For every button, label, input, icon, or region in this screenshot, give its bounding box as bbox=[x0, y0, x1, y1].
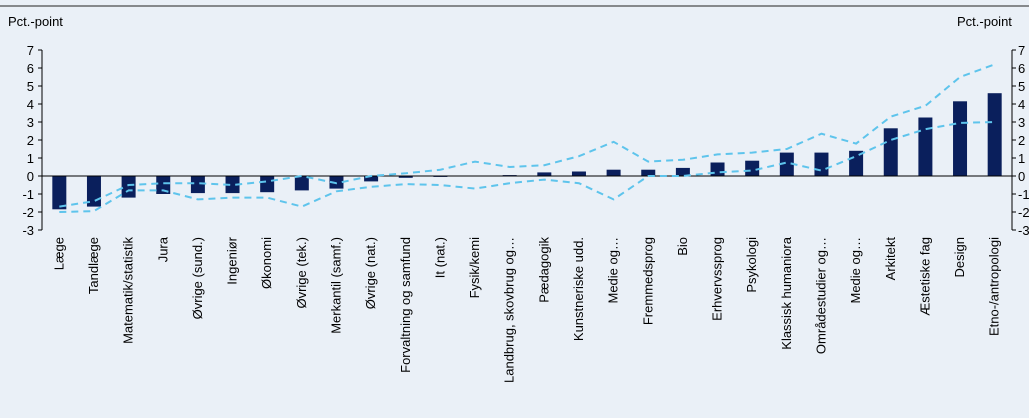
dashed-line-1 bbox=[59, 63, 996, 208]
dashed-lines bbox=[59, 63, 996, 213]
x-tick-label: Etno-/antropologi bbox=[987, 237, 1002, 336]
y-tick-left-label: 3 bbox=[27, 115, 34, 130]
y-tick-right-label: 4 bbox=[1018, 97, 1025, 112]
x-tick-label: Tandlæge bbox=[86, 237, 101, 294]
x-tick-label: Jura bbox=[155, 236, 170, 262]
y-tick-right-label: -2 bbox=[1018, 205, 1029, 220]
y-tick-left-label: 7 bbox=[27, 43, 34, 58]
x-tick-label: Fysik/kemi bbox=[467, 237, 482, 299]
x-tick-label: Læge bbox=[51, 237, 66, 270]
y-tick-right-label: 7 bbox=[1018, 43, 1025, 58]
x-tick-labels: Læge Tandlæge Matematik/statistik Jura Øvrig… bbox=[51, 236, 1001, 383]
bar bbox=[710, 162, 725, 176]
x-tick-label: Matematik/statistik bbox=[121, 237, 136, 344]
x-tick-label: Øvrige (tek.) bbox=[294, 237, 309, 309]
bar bbox=[225, 176, 240, 194]
y-tick-left-label: 0 bbox=[27, 169, 34, 184]
y-ticks-left: -3 -2 -1 0 1 2 3 4 5 6 7 bbox=[22, 43, 42, 238]
bar bbox=[260, 176, 275, 193]
y-tick-left-label: -2 bbox=[22, 205, 34, 220]
y-tick-right-label: -3 bbox=[1018, 223, 1029, 238]
x-tick-label: Merkantil (samf.) bbox=[328, 237, 343, 334]
y-ticks-right: -3 -2 -1 0 1 2 3 4 5 6 7 bbox=[1012, 43, 1029, 238]
bar bbox=[537, 172, 552, 176]
y-tick-left-label: -3 bbox=[22, 223, 34, 238]
x-tick-label: Økonomi bbox=[259, 237, 274, 289]
x-tick-label: Landbrug, skovbrug og… bbox=[502, 237, 517, 383]
bar bbox=[294, 176, 309, 191]
bar bbox=[987, 93, 1002, 176]
bar bbox=[364, 176, 379, 182]
x-tick-label: Forvaltning og samfund bbox=[398, 237, 413, 373]
bar bbox=[675, 167, 690, 176]
x-tick-label: It (nat.) bbox=[432, 237, 447, 278]
y-tick-right-label: 1 bbox=[1018, 151, 1025, 166]
y-tick-right-label: -1 bbox=[1018, 187, 1029, 202]
y-axis-label-right: Pct.-point bbox=[957, 14, 1012, 29]
x-tick-label: Psykologi bbox=[744, 237, 759, 293]
y-axis-label-left: Pct.-point bbox=[8, 14, 63, 29]
y-tick-right-label: 3 bbox=[1018, 115, 1025, 130]
x-tick-label: Øvrige (sund.) bbox=[190, 237, 205, 319]
bar bbox=[190, 176, 205, 194]
bar bbox=[121, 176, 136, 198]
y-tick-left-label: 2 bbox=[27, 133, 34, 148]
bar bbox=[156, 176, 171, 194]
y-tick-right-label: 2 bbox=[1018, 133, 1025, 148]
x-tick-label: Klassisk humaniora bbox=[779, 236, 794, 349]
y-tick-left-label: -1 bbox=[22, 187, 34, 202]
bar bbox=[641, 169, 656, 176]
y-tick-right-label: 0 bbox=[1018, 169, 1025, 184]
x-tick-label: Arkitekt bbox=[883, 237, 898, 281]
y-tick-left-label: 5 bbox=[27, 79, 34, 94]
x-tick-label: Design bbox=[952, 237, 967, 277]
x-tick-label: Kunstneriske udd. bbox=[571, 237, 586, 341]
bar bbox=[606, 169, 621, 176]
x-tick-label: Fremmedsprog bbox=[640, 237, 655, 325]
x-tick-label: Medie og… bbox=[848, 237, 863, 303]
x-tick-label: Øvrige (nat.) bbox=[363, 237, 378, 309]
x-tick-label: Æstetiske fag bbox=[917, 237, 932, 316]
bar bbox=[953, 101, 968, 176]
y-tick-left-label: 1 bbox=[27, 151, 34, 166]
bar bbox=[745, 160, 760, 176]
dashed-line-2 bbox=[59, 121, 995, 213]
x-tick-label: Områdestudier og… bbox=[813, 237, 828, 354]
bar bbox=[571, 171, 586, 176]
bar bbox=[398, 176, 413, 178]
bar bbox=[883, 128, 898, 176]
bar-series bbox=[52, 93, 1002, 210]
x-tick-label: Pædagogik bbox=[536, 237, 551, 303]
y-tick-left-label: 4 bbox=[27, 97, 34, 112]
bar bbox=[918, 117, 933, 176]
y-tick-right-label: 5 bbox=[1018, 79, 1025, 94]
x-tick-label: Erhvervssprog bbox=[710, 237, 725, 321]
bar bbox=[779, 152, 794, 176]
y-tick-left-label: 6 bbox=[27, 61, 34, 76]
bar bbox=[814, 152, 829, 176]
x-tick-label: Bio bbox=[675, 237, 690, 256]
x-tick-label: Ingeniør bbox=[225, 236, 240, 284]
bar bbox=[52, 176, 67, 210]
x-tick-label: Medie og… bbox=[606, 237, 621, 303]
y-tick-right-label: 6 bbox=[1018, 61, 1025, 76]
